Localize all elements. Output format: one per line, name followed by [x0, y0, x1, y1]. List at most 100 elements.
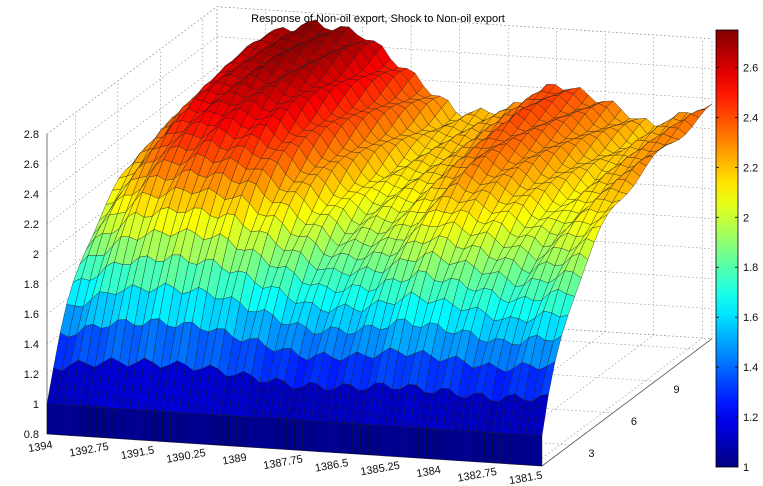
surface-patch	[129, 409, 138, 441]
surface-patch	[525, 434, 534, 466]
x-tick-label: 1381.5	[508, 470, 543, 486]
surface-patch	[467, 431, 477, 462]
surface-patch	[451, 429, 460, 461]
y-tick-label: 9	[673, 384, 679, 396]
surface-patch	[96, 407, 105, 438]
colorbar-tick-label: 2.4	[743, 112, 758, 124]
grid-line	[435, 331, 606, 460]
surface-patch	[484, 432, 493, 463]
surface-patch	[360, 424, 369, 455]
grid-line	[46, 6, 218, 135]
surface-patch	[302, 420, 312, 452]
surface-patch	[195, 413, 204, 445]
surface-patch	[269, 418, 279, 450]
surface-patch	[187, 412, 196, 444]
grid-line	[216, 6, 713, 39]
grid-line	[532, 337, 703, 466]
x-tick-label: 1387.75	[263, 453, 304, 472]
surface-patch	[442, 429, 452, 461]
grid-line	[216, 36, 713, 69]
colorbar-tick-label: 1.2	[743, 412, 758, 424]
grid-line	[216, 66, 713, 99]
surface-patch	[319, 421, 328, 453]
surface-patch	[236, 416, 246, 447]
colorbar-tick-label: 1	[743, 462, 749, 474]
z-tick-label: 1	[33, 399, 39, 411]
surface-patch	[211, 414, 221, 446]
z-tick-label: 2.4	[24, 189, 39, 201]
surface-patch	[46, 403, 56, 435]
colorbar-tick-label: 2.2	[743, 162, 758, 174]
surface-patch	[253, 417, 262, 449]
surface-patch	[294, 419, 303, 451]
grid-line	[46, 36, 218, 165]
surface-patch	[459, 430, 468, 462]
z-tick-label: 2.6	[24, 159, 39, 171]
surface-patch	[261, 417, 270, 449]
surface-patch	[162, 411, 171, 443]
z-tick-label: 1.6	[24, 309, 39, 321]
surface-patch	[500, 433, 510, 465]
z-tick-label: 1.2	[24, 369, 39, 381]
x-tick-label: 1391.5	[120, 444, 155, 462]
surface-patch	[401, 426, 411, 458]
surface-patch	[277, 418, 287, 450]
surface-patch	[203, 413, 213, 445]
colorbar-gradient	[715, 29, 739, 468]
surface-patch	[228, 415, 237, 447]
surface-patch	[220, 415, 229, 446]
grid-line	[483, 334, 654, 463]
x-tick-label: 1392.75	[68, 441, 109, 460]
surface-patch	[145, 410, 155, 442]
z-tick-label: 2.2	[24, 219, 39, 231]
x-tick-label: 1385.25	[360, 460, 401, 479]
colorbar-tick-label: 1.6	[743, 312, 758, 324]
colorbar-tick-label: 2.6	[743, 62, 758, 74]
x-tick-label: 1386.5	[314, 457, 349, 475]
surface-patch	[327, 421, 336, 453]
surface-patch	[492, 432, 501, 464]
surface-patch	[310, 420, 320, 452]
surface-patch	[286, 419, 295, 451]
surface-patch	[517, 434, 526, 466]
surface-patch	[244, 416, 254, 448]
z-tick-label: 1.4	[24, 339, 39, 351]
surface-patch	[154, 410, 163, 442]
x-tick-label: 1390.25	[165, 447, 206, 466]
surface-patch	[368, 424, 378, 456]
surface-patch	[434, 428, 444, 460]
z-tick-label: 2.8	[24, 129, 39, 141]
surface-patch	[121, 408, 130, 440]
x-tick-label: 1384	[416, 464, 442, 480]
surface-patch	[170, 411, 180, 443]
surface-patch	[178, 412, 188, 444]
colorbar: 1 1.2 1.4 1.6 1.8 2 2.2 2.4 2.6	[715, 29, 758, 474]
surface-patch	[55, 404, 64, 436]
colorbar-tick-label: 2	[743, 212, 749, 224]
surface-mesh	[46, 19, 713, 467]
x-tick-label: 1382.75	[457, 466, 498, 485]
z-tick-label: 2	[33, 249, 39, 261]
surface-patch	[137, 409, 147, 441]
surface-patch	[343, 423, 353, 454]
colorbar-tick-label: 1.4	[743, 362, 758, 374]
y-tick-label: 6	[631, 416, 637, 428]
z-axis-ticks: 0.8 1 1.2 1.4 1.6 1.8 2 2.2 2.4 2.6 2.8	[24, 129, 39, 441]
grid-line	[46, 66, 218, 195]
x-tick-label: 1394	[27, 439, 53, 455]
surface-patch	[475, 431, 485, 463]
surface-patch	[508, 433, 518, 465]
z-tick-label: 0.8	[24, 429, 39, 441]
surface-patch	[63, 404, 72, 436]
surface-patch	[409, 427, 419, 459]
surface-patch	[71, 405, 81, 437]
surface-patch	[352, 423, 361, 455]
surface-patch	[88, 406, 97, 438]
colorbar-tick-label: 1.8	[743, 262, 758, 274]
surface-patch	[79, 405, 89, 437]
axis-line	[541, 338, 713, 467]
surface-patch	[112, 408, 122, 439]
chart-title: Response of Non-oil export, Shock to Non…	[251, 13, 505, 25]
surface-patch	[104, 407, 114, 439]
